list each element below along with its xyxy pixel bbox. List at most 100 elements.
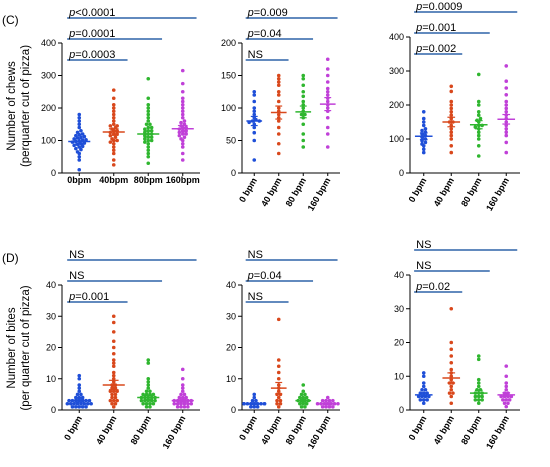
- data-point: [79, 135, 83, 140]
- data-point: [449, 401, 454, 406]
- data-point: [276, 93, 281, 97]
- y-tick-label: 0: [399, 405, 404, 415]
- data-point: [74, 146, 78, 151]
- x-tick-label: 40 bpm: [259, 414, 283, 446]
- data-point: [65, 401, 70, 406]
- data-point: [113, 135, 118, 140]
- data-point: [476, 354, 481, 358]
- x-tick-label: 160 bpm: [306, 176, 333, 213]
- data-point: [175, 405, 180, 409]
- data-point: [276, 89, 281, 94]
- data-point: [504, 99, 509, 104]
- data-point: [476, 99, 481, 104]
- data-point: [146, 102, 151, 107]
- data-point: [146, 161, 151, 166]
- data-point: [252, 158, 257, 162]
- y-tick-label: 100: [389, 134, 404, 144]
- data-point: [180, 145, 185, 149]
- data-point: [449, 394, 454, 399]
- data-point: [504, 79, 509, 83]
- data-point: [111, 345, 116, 350]
- data-point: [77, 405, 82, 409]
- y-tick-label: 40: [394, 270, 404, 280]
- data-point: [449, 106, 454, 111]
- data-point: [276, 80, 281, 84]
- data-point: [449, 360, 454, 365]
- y-tick-label: 100: [41, 136, 56, 146]
- data-point: [504, 130, 509, 134]
- data-point: [504, 93, 509, 97]
- data-point: [146, 112, 151, 117]
- x-tick-label: 160 bpm: [484, 414, 511, 451]
- data-point: [262, 401, 267, 406]
- data-point: [301, 383, 306, 387]
- x-tick-label: 0 bpm: [237, 414, 259, 442]
- data-point: [172, 401, 177, 406]
- data-point: [111, 102, 116, 107]
- data-point: [325, 115, 330, 120]
- data-point: [325, 145, 330, 149]
- data-point: [113, 401, 118, 406]
- data-point: [449, 144, 454, 148]
- data-point: [504, 64, 509, 68]
- data-point: [476, 103, 481, 107]
- x-tick-label: 0 bpm: [62, 414, 84, 442]
- data-point: [180, 99, 185, 104]
- data-point: [276, 83, 281, 88]
- data-point: [476, 154, 481, 158]
- data-point: [504, 387, 509, 392]
- data-point: [77, 154, 82, 159]
- data-point: [146, 151, 151, 156]
- subplot-6: 0 10 20 30 40 0 bpm 40 bpm 80 bpm 160 bpm NS NS p=0…: [394, 239, 520, 451]
- data-point: [327, 398, 332, 403]
- x-tick-label: 80 bpm: [129, 414, 153, 446]
- data-point: [180, 132, 185, 136]
- data-point: [146, 109, 151, 114]
- data-point: [299, 112, 304, 117]
- y-tick-label: 40: [226, 280, 236, 290]
- data-point: [301, 99, 306, 104]
- data-point: [423, 140, 428, 145]
- data-point: [111, 148, 116, 153]
- data-point: [111, 351, 116, 356]
- data-point: [421, 147, 426, 151]
- data-point: [144, 122, 149, 127]
- data-point: [325, 93, 330, 97]
- data-point: [449, 84, 454, 89]
- data-point: [331, 398, 335, 403]
- data-point: [324, 405, 328, 409]
- data-point: [139, 398, 144, 403]
- data-point: [111, 109, 116, 114]
- data-point: [146, 154, 151, 159]
- data-point: [180, 395, 185, 400]
- data-point: [504, 103, 509, 107]
- data-point: [77, 112, 82, 117]
- data-point: [276, 141, 281, 146]
- data-point: [146, 376, 151, 381]
- data-point: [111, 398, 116, 403]
- data-point: [449, 387, 454, 392]
- data-point: [476, 113, 481, 117]
- data-point: [504, 398, 509, 402]
- data-point: [504, 381, 509, 385]
- data-point: [141, 401, 145, 406]
- data-point: [421, 401, 426, 406]
- data-point: [110, 401, 114, 406]
- data-point: [304, 395, 309, 400]
- significance-label: NS: [416, 260, 431, 272]
- x-tick-label: 80 bpm: [459, 176, 483, 208]
- data-point: [276, 405, 281, 409]
- data-point: [77, 125, 82, 130]
- data-point: [182, 119, 187, 123]
- data-point: [146, 76, 151, 81]
- significance-label: NS: [248, 291, 263, 303]
- data-point: [315, 401, 320, 406]
- x-tick-label: 40 bpm: [432, 414, 456, 446]
- significance-label: NS: [69, 249, 84, 261]
- data-point: [75, 392, 80, 397]
- data-point: [501, 398, 505, 402]
- data-point: [252, 112, 257, 117]
- data-point: [276, 317, 281, 322]
- data-point: [320, 405, 325, 409]
